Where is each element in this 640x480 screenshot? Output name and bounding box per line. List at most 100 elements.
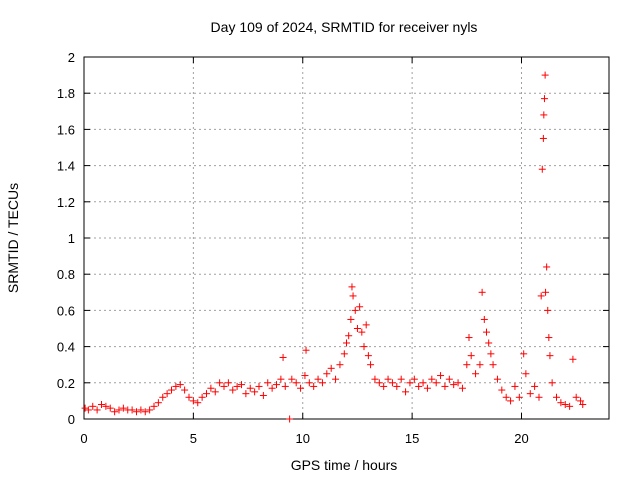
chart-title: Day 109 of 2024, SRMTID for receiver nyl… <box>211 19 478 35</box>
data-point <box>358 328 366 336</box>
data-points <box>81 71 587 423</box>
data-point <box>489 361 497 369</box>
data-point <box>498 386 506 394</box>
data-point <box>238 381 245 389</box>
data-point <box>336 361 344 369</box>
data-point <box>415 382 423 390</box>
data-point <box>356 303 364 311</box>
data-point <box>220 382 228 390</box>
data-point <box>480 315 488 323</box>
data-point <box>483 328 490 336</box>
data-point <box>487 350 495 358</box>
y-axis-label: SRMTID / TECUs <box>5 183 21 293</box>
data-point <box>579 401 587 409</box>
x-tick-label: 15 <box>405 431 419 446</box>
data-point <box>360 343 368 351</box>
data-point <box>467 352 475 360</box>
x-tick-label: 0 <box>80 431 87 446</box>
data-point <box>463 361 471 369</box>
data-point <box>343 339 350 347</box>
data-point <box>224 379 232 387</box>
data-point <box>119 404 127 412</box>
data-point <box>259 391 267 399</box>
data-point <box>388 379 396 387</box>
data-point <box>251 388 259 396</box>
data-point <box>323 370 331 378</box>
data-point <box>485 339 493 347</box>
data-point <box>540 95 548 103</box>
ticks: 00.20.40.60.811.21.41.61.820 5 10 15 20 <box>57 50 609 446</box>
data-point <box>537 292 545 300</box>
x-tick-label: 20 <box>514 431 528 446</box>
data-point <box>185 393 193 401</box>
y-tick-label: 0.8 <box>57 267 75 282</box>
data-point <box>371 375 379 383</box>
data-point <box>89 402 97 410</box>
data-point <box>478 288 486 296</box>
data-point <box>288 375 296 383</box>
data-point <box>515 393 523 401</box>
data-point <box>561 401 569 409</box>
data-point <box>577 397 585 405</box>
data-point <box>511 382 519 390</box>
data-point <box>384 375 392 383</box>
data-point <box>543 263 551 271</box>
data-point <box>406 379 414 387</box>
data-point <box>349 292 357 300</box>
data-point <box>353 325 361 332</box>
y-tick-label: 1.4 <box>57 159 75 174</box>
data-point <box>364 352 372 360</box>
data-point <box>340 350 348 358</box>
data-point <box>540 111 548 119</box>
data-point <box>542 288 550 296</box>
data-point <box>305 379 313 387</box>
data-point <box>535 393 543 401</box>
data-point <box>268 384 276 392</box>
data-point <box>137 406 145 414</box>
data-point <box>106 404 114 412</box>
data-point <box>493 375 501 383</box>
data-point <box>522 370 530 378</box>
data-point <box>181 386 189 394</box>
data-point <box>133 408 140 416</box>
data-point <box>397 375 405 383</box>
data-point <box>347 315 355 323</box>
data-point <box>507 397 515 405</box>
data-point <box>163 390 171 398</box>
data-point <box>302 346 310 354</box>
data-point <box>538 165 546 173</box>
data-point <box>539 134 547 142</box>
data-point <box>189 397 197 405</box>
data-point <box>327 364 335 372</box>
x-axis-label: GPS time / hours <box>291 457 398 473</box>
data-point <box>548 379 556 387</box>
data-point <box>233 382 241 390</box>
data-point <box>115 406 123 414</box>
data-point <box>520 350 528 358</box>
data-point <box>553 393 560 401</box>
data-point <box>81 404 89 412</box>
data-point <box>292 379 300 387</box>
data-point <box>502 393 510 401</box>
data-point <box>572 393 580 401</box>
data-point <box>84 406 92 414</box>
data-point <box>211 388 219 396</box>
data-point <box>531 382 539 390</box>
data-point <box>428 375 436 383</box>
data-point <box>450 381 458 389</box>
data-point <box>410 375 418 383</box>
data-point <box>102 402 110 410</box>
data-point <box>546 352 554 360</box>
data-point <box>375 379 383 387</box>
data-point <box>367 361 375 369</box>
data-point <box>332 375 340 383</box>
data-point <box>526 390 534 398</box>
data-point <box>310 382 318 390</box>
data-point <box>150 402 158 410</box>
y-tick-label: 0.2 <box>57 376 75 391</box>
y-tick-label: 0.6 <box>57 303 75 318</box>
data-point <box>286 415 294 423</box>
y-tick-label: 1.8 <box>57 86 75 101</box>
data-point <box>203 390 210 398</box>
data-point <box>345 332 353 340</box>
